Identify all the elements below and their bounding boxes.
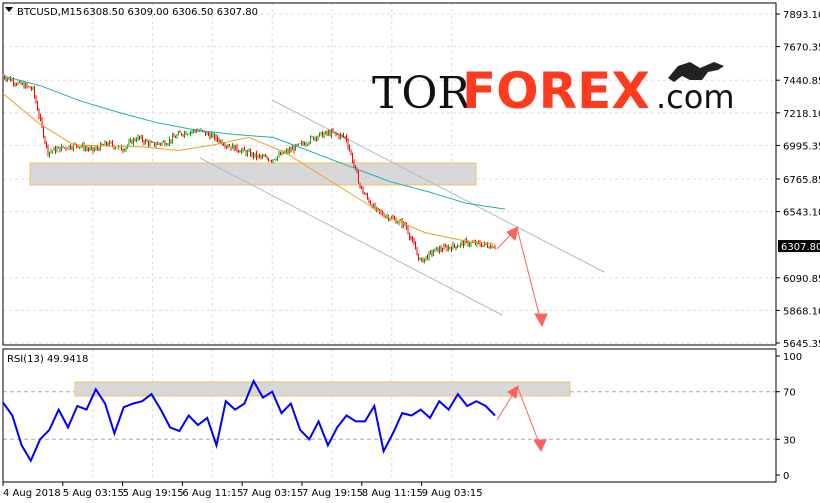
- y-tick-label: 5868.10: [783, 306, 820, 317]
- y-tick-label: 5645.35: [783, 339, 820, 350]
- rsi-y-tick-label: 0: [783, 471, 789, 482]
- x-tick-label: 9 Aug 03:15: [422, 488, 483, 499]
- bull-icon: [668, 62, 724, 82]
- x-tick-label: 6 Aug 11:15: [182, 488, 243, 499]
- y-tick-label: 6543.10: [783, 208, 820, 219]
- arrow-up-icon: [506, 226, 519, 241]
- x-tick-label: 5 Aug 19:15: [123, 488, 184, 499]
- x-tick-label: 7 Aug 19:15: [302, 488, 363, 499]
- rsi-label: RSI(13) 49.9418: [7, 354, 88, 365]
- channel-upper-line: [271, 99, 605, 273]
- rsi-y-tick-label: 70: [783, 388, 796, 399]
- ma-slow-line: [2, 75, 506, 210]
- y-tick-label: 7670.35: [783, 43, 820, 54]
- x-tick-label: 4 Aug 2018: [3, 488, 61, 499]
- series: [2, 74, 506, 463]
- support-zone: [29, 162, 477, 186]
- y-tick-label: 7893.10: [783, 10, 820, 21]
- current-price-badge: [778, 240, 820, 253]
- price-panel-frame: [2, 2, 777, 346]
- rsi-overbought-zone: [74, 381, 571, 397]
- rsi-arrow-down-icon: [533, 439, 547, 453]
- ma-fast-line: [2, 93, 496, 245]
- current-price-label: 6307.80: [781, 242, 820, 253]
- rsi-forecast-arrow-down-line: [517, 387, 540, 444]
- rsi-forecast-arrow-up-line: [496, 390, 516, 421]
- torforex-logo: TOR FOREX .com: [372, 62, 735, 120]
- logo-text-tor: TOR: [372, 68, 472, 119]
- rsi-y-tick-label: 30: [783, 435, 796, 446]
- axes: 4 Aug 2018 5 Aug 03:155 Aug 19:156 Aug 11…: [2, 10, 820, 499]
- y-tick-label: 7440.85: [783, 76, 820, 87]
- forecast-arrows: [496, 226, 548, 453]
- x-tick-label: 7 Aug 03:15: [242, 488, 303, 499]
- logo-text-com: .com: [656, 78, 735, 116]
- x-tick-label: 5 Aug 03:15: [63, 488, 124, 499]
- rsi-line: [2, 378, 496, 463]
- x-tick-label: 8 Aug 11:15: [362, 488, 423, 499]
- logo-text-forex: FOREX: [462, 62, 650, 120]
- arrow-down-icon: [534, 313, 548, 328]
- y-tick-label: 6995.35: [783, 141, 820, 152]
- y-tick-label: 6090.85: [783, 274, 820, 285]
- forecast-arrow-down-line: [516, 227, 541, 319]
- ohlc-label: 6308.50 6309.00 6306.50 6307.80: [83, 7, 258, 18]
- symbol-label: BTCUSD,M15: [17, 7, 82, 18]
- y-tick-label: 6765.85: [783, 175, 820, 186]
- rsi-panel-frame: [2, 348, 777, 483]
- rsi-arrow-up-icon: [507, 385, 519, 399]
- y-tick-label: 7218.10: [783, 109, 820, 120]
- collapse-triangle-icon[interactable]: [5, 7, 13, 12]
- channel-lower-line: [199, 157, 503, 316]
- rsi-y-tick-label: 100: [783, 352, 802, 363]
